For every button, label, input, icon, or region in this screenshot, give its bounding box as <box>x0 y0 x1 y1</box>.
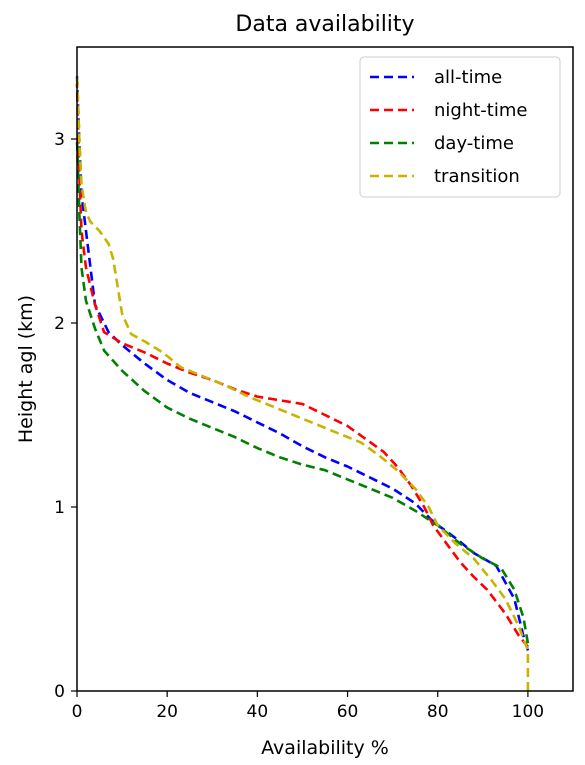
legend-box <box>359 56 561 198</box>
x-tick-label: 100 <box>512 702 544 722</box>
plot-series <box>75 74 530 691</box>
chart-title: Data availability <box>235 12 414 37</box>
x-axis: 0 20 40 60 80 100 <box>72 691 544 722</box>
y-tick-label: 2 <box>54 314 65 334</box>
x-tick-label: 0 <box>72 702 83 722</box>
x-tick-label: 80 <box>427 702 449 722</box>
legend-label-all-time: all-time <box>434 67 502 88</box>
y-axis: 0 1 2 3 <box>54 130 77 702</box>
plot-frame <box>76 46 574 692</box>
y-tick-label: 3 <box>54 130 65 150</box>
series-line-transition <box>75 74 530 691</box>
y-axis-label: Height agl (km) <box>15 295 37 443</box>
series-line-day-time <box>75 138 530 644</box>
x-tick-label: 20 <box>156 702 178 722</box>
y-tick-label: 1 <box>54 498 65 518</box>
x-tick-label: 60 <box>337 702 359 722</box>
legend-label-night-time: night-time <box>434 100 527 121</box>
series-line-all-time <box>75 74 530 651</box>
legend-label-transition: transition <box>434 166 520 187</box>
legend: all-time night-time day-time transition <box>359 56 561 198</box>
x-axis-label: Availability % <box>261 737 389 759</box>
series-line-night-time <box>75 83 529 648</box>
y-tick-label: 0 <box>54 682 65 702</box>
legend-label-day-time: day-time <box>434 133 514 154</box>
x-tick-label: 40 <box>247 702 269 722</box>
